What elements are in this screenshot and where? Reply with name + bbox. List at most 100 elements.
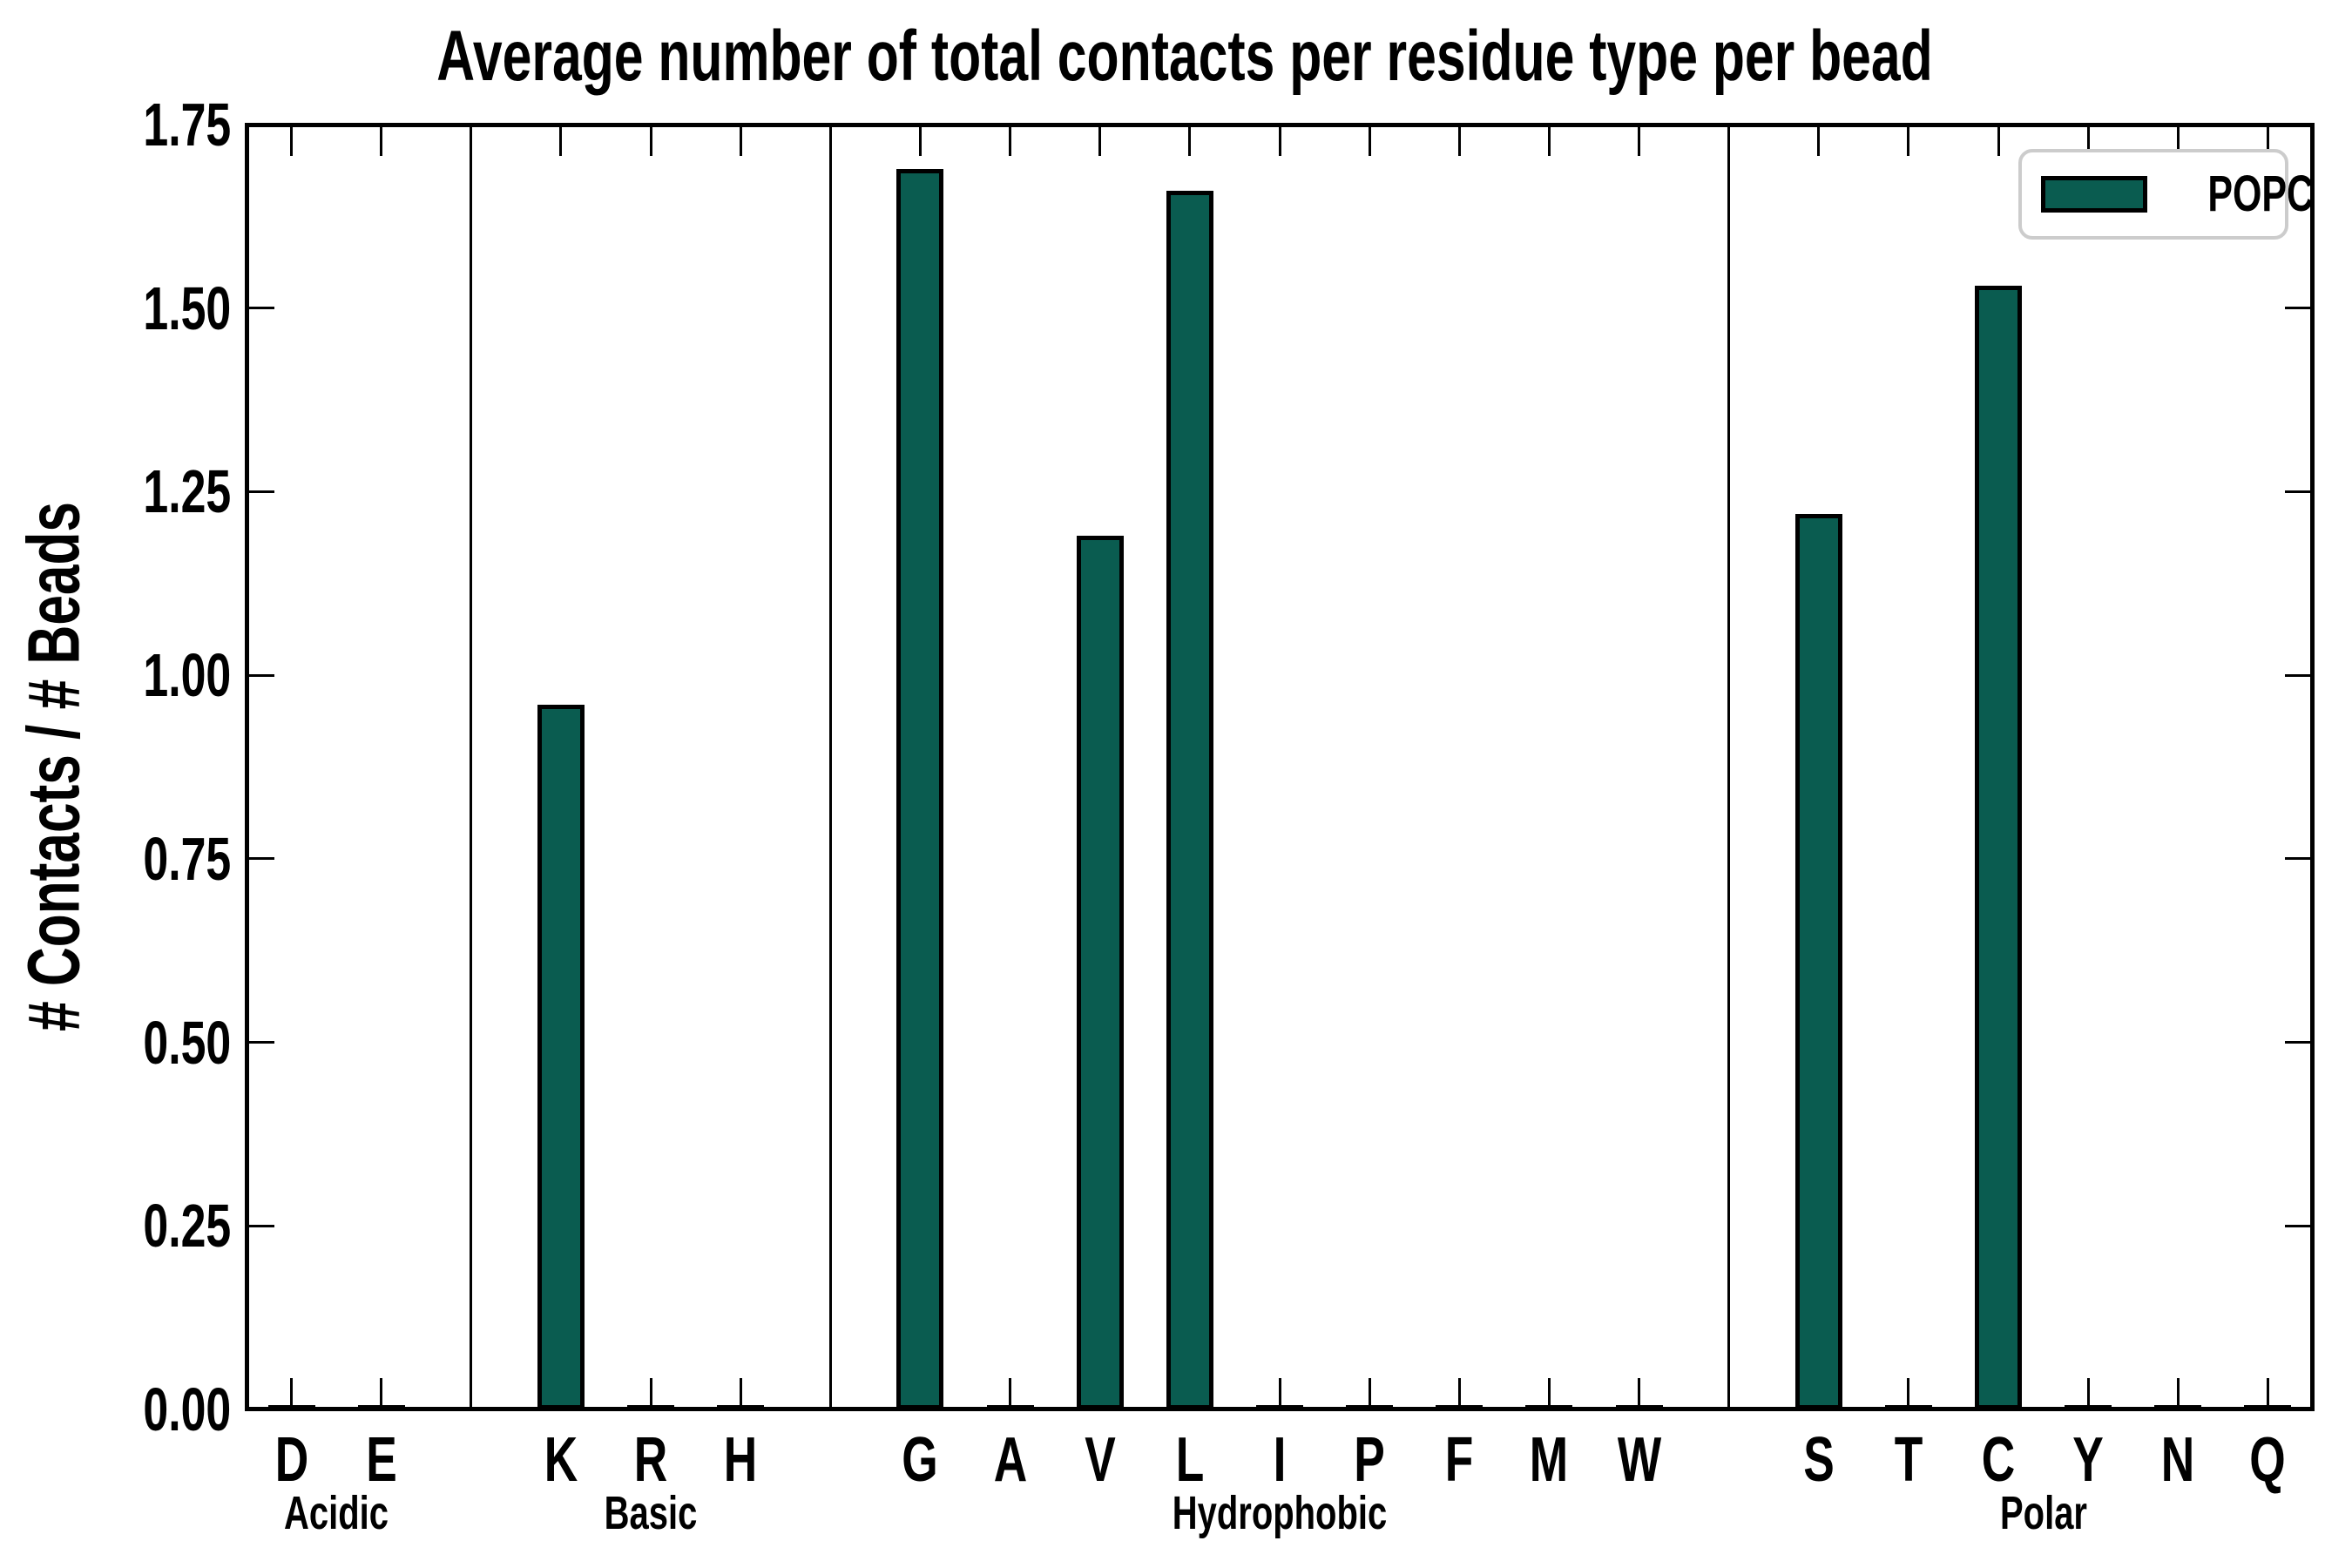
y-tick-label-text-1.00: 1.00 (143, 641, 231, 710)
y-tick-right-1.25 (2285, 490, 2313, 493)
group-label-acidic: Acidic (266, 1490, 407, 1537)
x-tick-top-R (649, 125, 652, 156)
plot-area: POPC 0.00 0.25 0.50 0.75 1.00 1.25 1.50 1.75 D E A… (143, 94, 2315, 1537)
x-tick-bottom-R (649, 1378, 652, 1409)
x-tick-label-C: C (1976, 1429, 2021, 1491)
x-tick-label-H: H (718, 1429, 763, 1491)
x-tick-label-I: I (1271, 1429, 1288, 1491)
x-tick-bottom-N (2176, 1378, 2180, 1409)
y-tick-label-1.75: 1.75 (100, 94, 231, 155)
y-tick-label-1.25: 1.25 (100, 461, 231, 522)
x-tick-label-L: L (1171, 1429, 1209, 1491)
x-tick-label-Y: Y (2067, 1429, 2109, 1491)
x-tick-bottom-P (1368, 1378, 1371, 1409)
x-tick-top-E (380, 125, 383, 156)
axis-spine-left (245, 123, 249, 1411)
bar-I (1256, 1405, 1303, 1409)
x-tick-top-H (739, 125, 742, 156)
y-tick-label-1.00: 1.00 (100, 645, 231, 706)
bar-E (357, 1405, 405, 1409)
x-tick-top-Q (2266, 125, 2269, 156)
legend-label-text: POPC (2207, 166, 2315, 222)
axis-spine-right (2310, 123, 2315, 1411)
x-tick-label-P: P (1348, 1429, 1390, 1491)
x-tick-label-Q: Q (2243, 1429, 2292, 1491)
x-tick-bottom-D (290, 1378, 294, 1409)
y-tick-label-0.00: 0.00 (100, 1379, 231, 1440)
bar-F (1436, 1405, 1484, 1409)
y-tick-label-text-1.75: 1.75 (143, 91, 231, 159)
group-label-hydrophobic: Hydrophobic (1135, 1490, 1425, 1537)
bar-Q (2244, 1405, 2292, 1409)
y-tick-label-0.75: 0.75 (100, 828, 231, 889)
x-tick-label-R: R (628, 1429, 673, 1491)
x-tick-label-text-S: S (1803, 1425, 1835, 1495)
y-tick-label-text-0.25: 0.25 (143, 1192, 231, 1260)
y-axis-label-text: # Contacts / # Beads (12, 501, 95, 1032)
y-tick-right-1.75 (2285, 123, 2313, 126)
x-tick-label-D: D (269, 1429, 314, 1491)
x-tick-top-L (1188, 125, 1192, 156)
x-tick-bottom-I (1278, 1378, 1281, 1409)
group-label-basic: Basic (588, 1490, 713, 1537)
bar-T (1884, 1405, 1932, 1409)
y-tick-left-1.00 (247, 673, 274, 677)
legend-swatch-popc (2041, 176, 2147, 213)
x-tick-top-V (1098, 125, 1102, 156)
group-label-text-acidic: Acidic (284, 1487, 389, 1539)
x-tick-bottom-W (1638, 1378, 1641, 1409)
bar-S (1794, 513, 1842, 1409)
legend: POPC (2018, 149, 2314, 240)
bar-P (1346, 1405, 1394, 1409)
y-tick-left-1.75 (247, 123, 274, 126)
chart-title: Average number of total contacts per res… (174, 17, 2196, 96)
bar-W (1615, 1405, 1663, 1409)
x-tick-top-C (1997, 125, 2000, 156)
y-tick-right-1.00 (2285, 673, 2313, 677)
y-tick-label-text-1.25: 1.25 (143, 457, 231, 526)
x-tick-top-D (290, 125, 294, 156)
x-tick-label-text-W: W (1617, 1425, 1661, 1495)
y-tick-left-0.75 (247, 857, 274, 861)
x-tick-label-text-H: H (723, 1425, 758, 1495)
y-tick-label-0.50: 0.50 (100, 1012, 231, 1073)
group-separator-3 (1727, 125, 1731, 1409)
x-tick-label-F: F (1440, 1429, 1478, 1491)
x-tick-label-M: M (1523, 1429, 1575, 1491)
x-tick-top-M (1547, 125, 1551, 156)
y-tick-right-1.50 (2285, 307, 2313, 310)
x-tick-label-W: W (1610, 1429, 1669, 1491)
x-tick-label-text-N: N (2161, 1425, 2195, 1495)
bar-A (986, 1405, 1034, 1409)
bar-C (1975, 286, 2023, 1409)
bar-V (1076, 536, 1124, 1409)
bar-M (1525, 1405, 1573, 1409)
x-tick-label-S: S (1798, 1429, 1840, 1491)
y-tick-label-text-0.00: 0.00 (143, 1375, 231, 1443)
x-tick-label-text-M: M (1530, 1425, 1569, 1495)
y-tick-label-0.25: 0.25 (100, 1195, 231, 1256)
y-tick-left-0.25 (247, 1224, 274, 1227)
y-tick-left-0.50 (247, 1041, 274, 1044)
x-tick-top-Y (2086, 125, 2090, 156)
chart-title-text: Average number of total contacts per res… (436, 17, 1933, 96)
y-axis-label: # Contacts / # Beads (12, 409, 97, 1125)
bar-L (1166, 190, 1213, 1409)
x-tick-top-T (1907, 125, 1910, 156)
x-tick-label-text-I: I (1273, 1425, 1287, 1495)
x-tick-bottom-Y (2086, 1378, 2090, 1409)
x-tick-label-K: K (538, 1429, 584, 1491)
x-tick-label-text-Y: Y (2072, 1425, 2104, 1495)
x-tick-label-text-F: F (1444, 1425, 1474, 1495)
x-tick-label-text-V: V (1084, 1425, 1116, 1495)
bar-K (537, 704, 585, 1409)
y-tick-label-1.50: 1.50 (100, 278, 231, 339)
x-tick-top-I (1278, 125, 1281, 156)
x-tick-label-A: A (988, 1429, 1033, 1491)
y-tick-left-1.50 (247, 307, 274, 310)
x-tick-top-A (1009, 125, 1012, 156)
x-tick-top-S (1817, 125, 1821, 156)
y-tick-label-text-0.50: 0.50 (143, 1008, 231, 1077)
x-tick-label-T: T (1889, 1429, 1928, 1491)
